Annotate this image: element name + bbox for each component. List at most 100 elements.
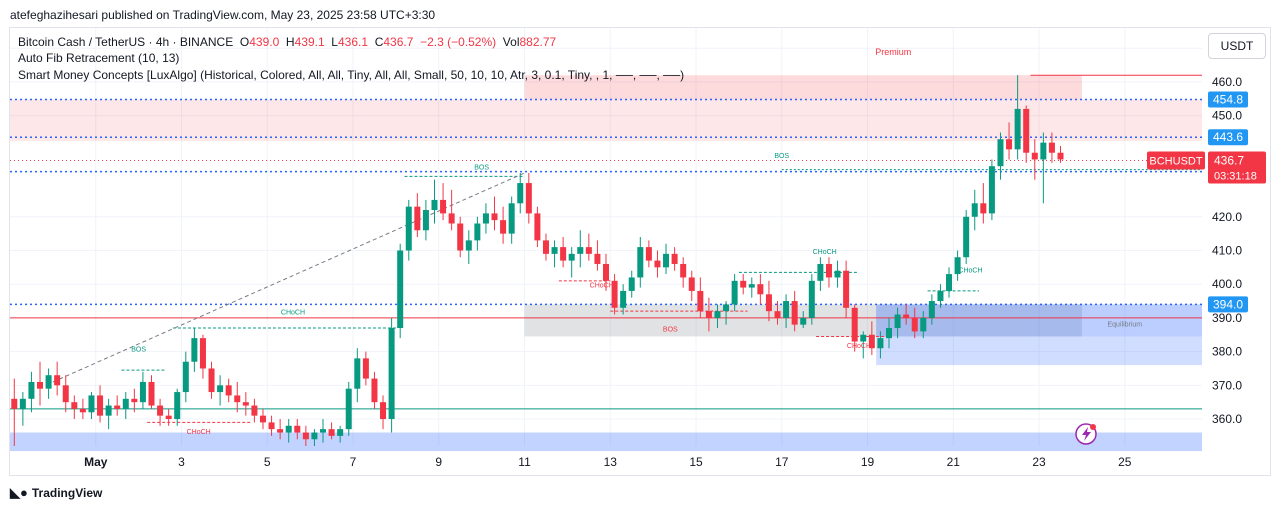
candle [602,253,610,291]
y-tick-label: 360.0 [1212,412,1242,426]
premium-zone [10,99,1202,141]
candle-body [568,253,575,261]
candle-body [757,284,764,295]
x-tick-label: 19 [861,455,875,469]
currency-button[interactable]: USDT [1208,33,1266,59]
tradingview-brand[interactable]: ◣● TradingView [10,485,102,501]
candle-body [860,334,867,342]
candle [688,270,695,302]
candle-body [508,203,515,234]
y-tick-label: 410.0 [1212,243,1242,257]
candle-body [697,290,704,312]
candle [422,199,429,241]
symbol-description[interactable]: Bitcoin Cash / TetherUS · 4h · BINANCE [18,35,234,49]
y-tick-label: 370.0 [1212,378,1242,392]
candle-body [242,402,249,406]
candle [560,237,567,268]
candle [868,321,875,355]
candle-body [534,213,541,241]
candle-body [37,381,44,389]
candle [242,392,249,416]
candle [877,331,884,359]
candle [654,250,661,278]
candle [277,419,284,440]
countdown-label: 03:31:18 [1214,170,1257,182]
candle-body [88,395,95,413]
candle-body [723,304,730,312]
candle [620,284,627,315]
candle-body [311,432,318,440]
candle [714,304,721,329]
candle [808,274,815,325]
candle [157,398,164,426]
price-tag-label: 443.6 [1213,130,1243,144]
structure-label: BOS [774,153,789,160]
candle [62,375,69,413]
replay-icon[interactable] [1075,423,1097,445]
candle [705,297,712,332]
candle-body [259,415,266,423]
candle [302,425,309,446]
candle [88,392,95,420]
candle [885,317,892,349]
candle-body [328,429,335,436]
candle-body [714,311,721,318]
candle [963,210,970,264]
candle-body [980,203,987,214]
candle [380,395,387,430]
candle [97,385,104,423]
candle-body [911,317,918,332]
candle-body [748,284,755,288]
fib-trend-line [52,172,525,383]
indicator-smc[interactable]: Smart Money Concepts [LuxAlgo] (Historic… [18,68,685,82]
candle [637,237,644,288]
candle-body [1040,142,1047,160]
candle-body [997,139,1004,167]
high-label: H [285,35,295,49]
candle [903,304,910,325]
high-value: 439.1 [294,35,325,49]
x-tick-label: 15 [689,455,703,469]
candle-body [611,280,618,308]
structure-label: Premium [875,47,911,57]
candle-body [405,206,412,251]
candle [208,361,215,399]
candle-body [182,361,189,393]
candle-body [654,260,661,268]
candle-body [577,247,584,254]
x-tick-label: 25 [1118,455,1132,469]
candle-body [62,385,69,403]
last-price-label: 436.7 [1214,153,1244,167]
candle-body [174,392,181,420]
candle-body [337,429,344,436]
candle-body [371,378,378,403]
candle-body [885,328,892,339]
open-value: 439.0 [249,35,280,49]
candle-body [19,398,26,409]
candle [517,172,524,214]
candle [697,277,704,318]
candle-body [843,270,850,308]
candle [174,388,181,426]
candle-body [645,247,652,261]
candle-body [448,213,455,224]
candle [680,257,687,288]
candle-body [1057,152,1064,160]
structure-labels: Premium BOS BOS BOS BOS CHoCH CHoCH CHoCH CHoCH C… [131,47,1142,436]
candle [1057,145,1064,163]
candle [723,301,730,325]
structure-label: BOS [131,347,146,354]
candle-body [217,385,224,393]
candle [217,375,224,406]
candle-body [680,263,687,278]
candle-body [602,263,610,281]
candles [11,75,1064,446]
candle-body [774,311,781,318]
candle-body [11,398,18,409]
indicator-fib[interactable]: Auto Fib Retracement (10, 13) [18,51,180,65]
candle [1031,139,1038,180]
candle-body [354,358,361,389]
candle [37,361,44,406]
y-tick-label: 380.0 [1212,345,1242,359]
